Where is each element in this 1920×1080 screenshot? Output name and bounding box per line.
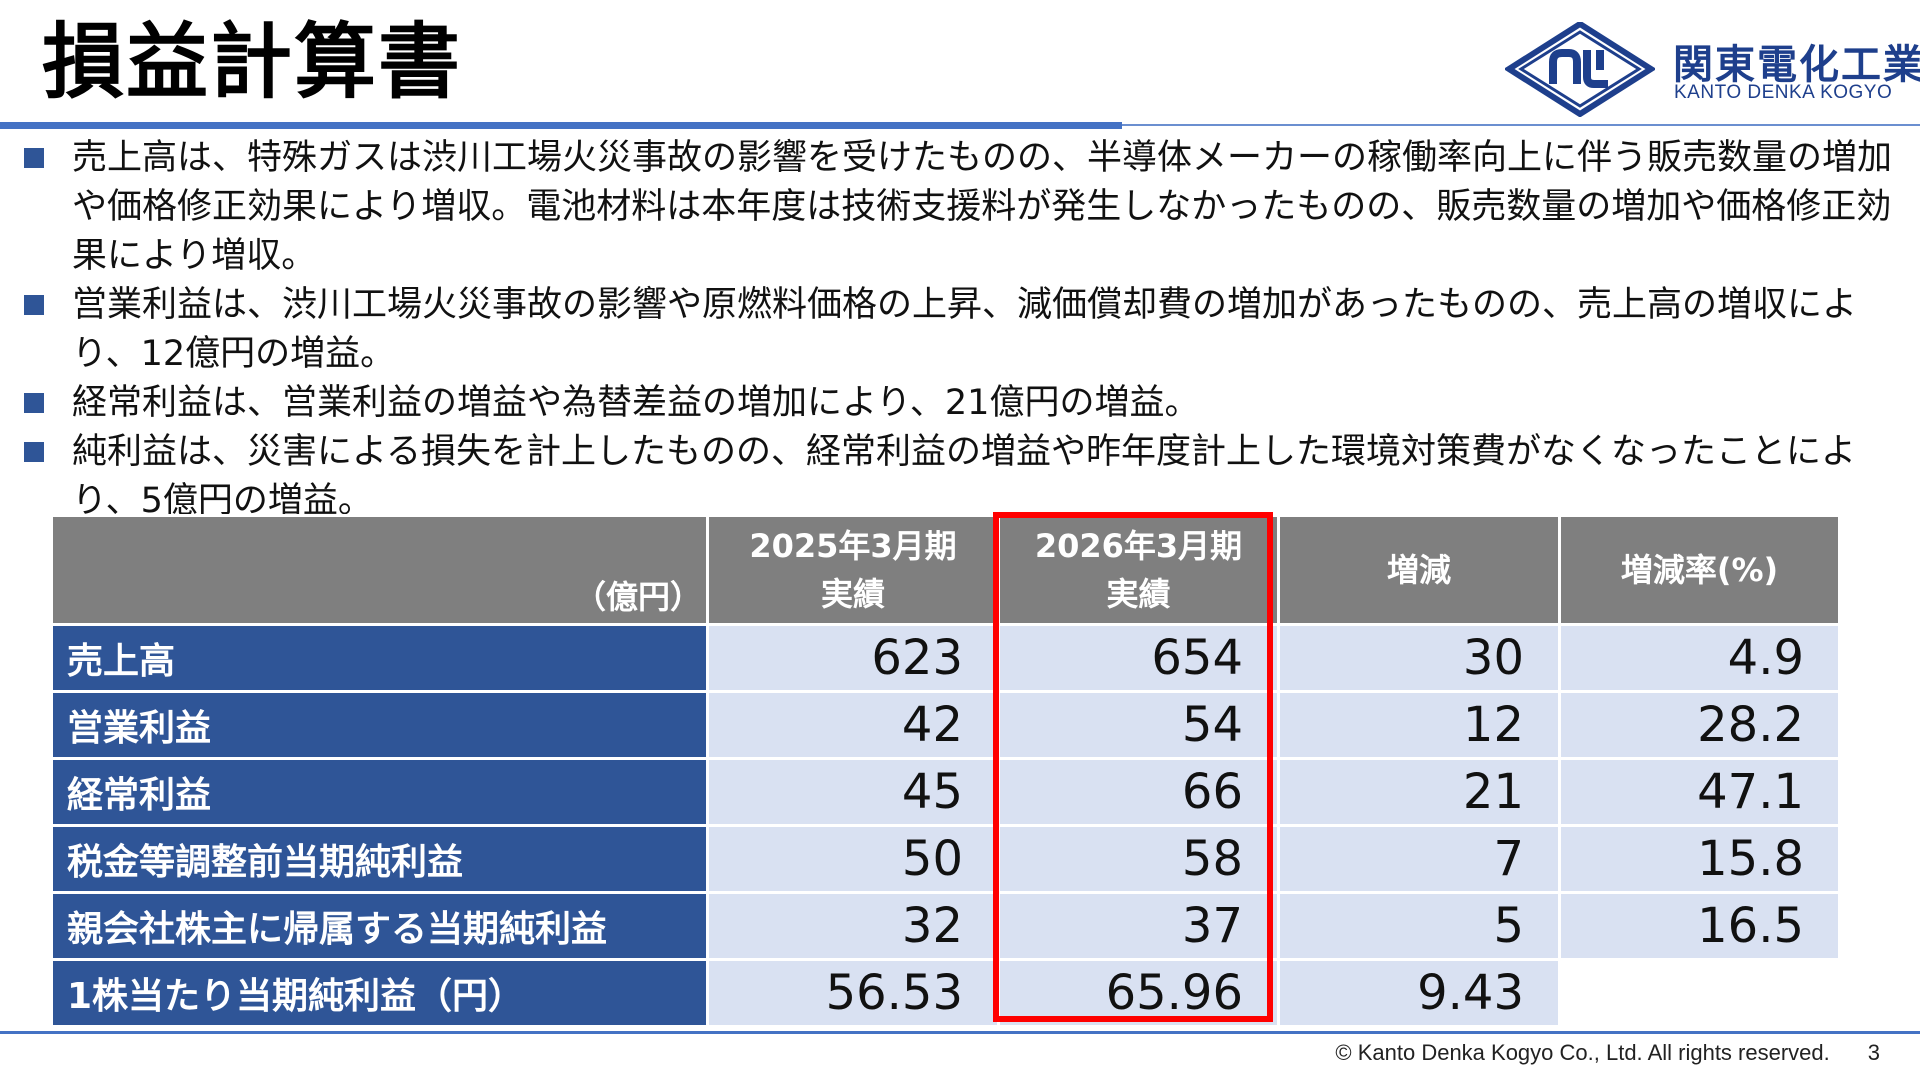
cell-change-rate: 28.2 xyxy=(1558,690,1841,760)
cell-change: 5 xyxy=(1277,891,1561,961)
bullet-square-icon xyxy=(24,148,44,168)
bullet-operating-income: 営業利益は、渋川工場火災事故の影響や原燃料価格の上昇、減価償却費の増加があったも… xyxy=(20,281,1910,379)
cell-fy2026: 58 xyxy=(997,824,1280,894)
cell-change-rate: 15.8 xyxy=(1558,824,1841,894)
col-header-line2: 実績 xyxy=(1106,575,1171,613)
cell-fy2026: 654 xyxy=(997,623,1280,693)
company-logo: 関東電化工業 KANTO DENKA KOGYO xyxy=(1505,22,1920,117)
cell-change: 12 xyxy=(1277,690,1561,760)
bullet-square-icon xyxy=(24,295,44,315)
copyright-text: © Kanto Denka Kogyo Co., Ltd. All rights… xyxy=(1335,1040,1830,1065)
header-divider-accent xyxy=(0,122,1122,129)
cell-fy2026: 37 xyxy=(997,891,1280,961)
bullet-square-icon xyxy=(24,393,44,413)
cell-fy2025: 32 xyxy=(706,891,1000,961)
cell-fy2025: 42 xyxy=(706,690,1000,760)
table-row: 1株当たり当期純利益（円） 56.53 65.96 9.43 xyxy=(50,958,1841,1028)
table-header-row: （億円） 2025年3月期 実績 2026年3月期 実績 増減 増減率(%) xyxy=(50,514,1841,626)
bullet-text: 純利益は、災害による損失を計上したものの、経常利益の増益や昨年度計上した環境対策… xyxy=(72,432,1856,521)
row-label: 営業利益 xyxy=(50,690,709,760)
cell-fy2025: 623 xyxy=(706,623,1000,693)
footer-divider xyxy=(0,1031,1920,1034)
cell-fy2026: 66 xyxy=(997,757,1280,827)
unit-label: （億円） xyxy=(50,514,709,626)
cell-change-rate: 4.9 xyxy=(1558,623,1841,693)
page-title: 損益計算書 xyxy=(42,15,463,110)
table-row: 経常利益 45 66 21 47.1 xyxy=(50,757,1841,827)
col-header-change: 増減 xyxy=(1277,514,1561,626)
bullet-sales: 売上高は、特殊ガスは渋川工場火災事故の影響を受けたものの、半導体メーカーの稼働率… xyxy=(20,134,1910,281)
cell-change: 7 xyxy=(1277,824,1561,894)
cell-fy2025: 45 xyxy=(706,757,1000,827)
row-label: 1株当たり当期純利益（円） xyxy=(50,958,709,1028)
row-label: 親会社株主に帰属する当期純利益 xyxy=(50,891,709,961)
bullet-square-icon xyxy=(24,442,44,462)
cell-fy2026: 65.96 xyxy=(997,958,1280,1028)
row-label: 税金等調整前当期純利益 xyxy=(50,824,709,894)
table-row: 税金等調整前当期純利益 50 58 7 15.8 xyxy=(50,824,1841,894)
cell-change-rate-empty xyxy=(1558,958,1841,1028)
cell-fy2025: 50 xyxy=(706,824,1000,894)
bullet-text: 営業利益は、渋川工場火災事故の影響や原燃料価格の上昇、減価償却費の増加があったも… xyxy=(72,285,1858,374)
page-number: 3 xyxy=(1867,1040,1880,1065)
col-header-line2: 実績 xyxy=(820,575,885,613)
col-header-line1: 2026年3月期 xyxy=(1034,527,1243,565)
bullet-net-income: 純利益は、災害による損失を計上したものの、経常利益の増益や昨年度計上した環境対策… xyxy=(20,428,1910,526)
company-name-jp: 関東電化工業 xyxy=(1673,42,1920,88)
footer: © Kanto Denka Kogyo Co., Ltd. All rights… xyxy=(1335,1040,1880,1066)
col-header-fy2026: 2026年3月期 実績 xyxy=(997,514,1280,626)
cell-fy2025: 56.53 xyxy=(706,958,1000,1028)
cell-change: 9.43 xyxy=(1277,958,1561,1028)
col-header-line1: 2025年3月期 xyxy=(749,527,957,565)
cell-change: 30 xyxy=(1277,623,1561,693)
company-name-en: KANTO DENKA KOGYO xyxy=(1674,82,1893,103)
cell-fy2026: 54 xyxy=(997,690,1280,760)
row-label: 売上高 xyxy=(50,623,709,693)
bullet-text: 売上高は、特殊ガスは渋川工場火災事故の影響を受けたものの、半導体メーカーの稼働率… xyxy=(72,138,1893,276)
cell-change: 21 xyxy=(1277,757,1561,827)
table-row: 売上高 623 654 30 4.9 xyxy=(50,623,1841,693)
cell-change-rate: 16.5 xyxy=(1558,891,1841,961)
cell-change-rate: 47.1 xyxy=(1558,757,1841,827)
row-label: 経常利益 xyxy=(50,757,709,827)
summary-bullet-list: 売上高は、特殊ガスは渋川工場火災事故の影響を受けたものの、半導体メーカーの稼働率… xyxy=(20,134,1910,526)
col-header-fy2025: 2025年3月期 実績 xyxy=(706,514,1000,626)
income-statement-table: （億円） 2025年3月期 実績 2026年3月期 実績 増減 増減率(%) 売上高… xyxy=(50,514,1841,1028)
table-row: 親会社株主に帰属する当期純利益 32 37 5 16.5 xyxy=(50,891,1841,961)
table-row: 営業利益 42 54 12 28.2 xyxy=(50,690,1841,760)
company-logo-mark-icon xyxy=(1505,22,1655,117)
bullet-text: 経常利益は、営業利益の増益や為替差益の増加により、21億円の増益。 xyxy=(72,383,1200,423)
col-header-change-rate: 増減率(%) xyxy=(1558,514,1841,626)
bullet-ordinary-income: 経常利益は、営業利益の増益や為替差益の増加により、21億円の増益。 xyxy=(20,379,1910,428)
